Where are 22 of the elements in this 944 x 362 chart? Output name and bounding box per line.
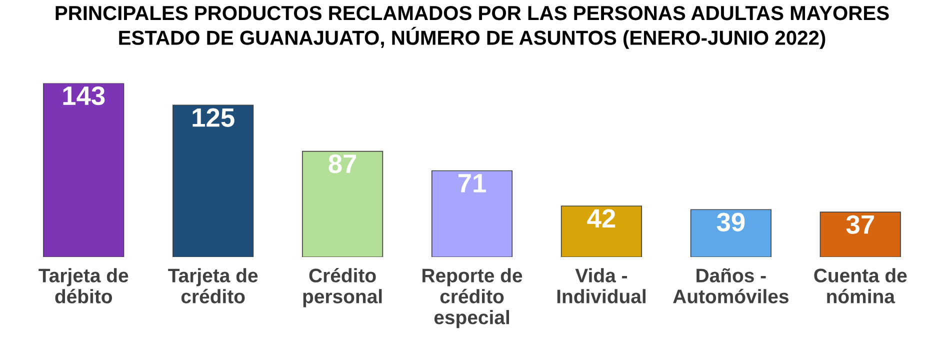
bar <box>43 83 124 258</box>
data-label: 87 <box>328 154 356 174</box>
data-label: 37 <box>846 215 874 234</box>
chart-title: PRINCIPALES PRODUCTOS RECLAMADOS POR LAS PERSONAS ADULTAS MAYORES ESTADO DE GUANAJUATO, NÚMERO DE ASUNTOS (ENERO-JUNIO 2022) <box>56 6 889 49</box>
bar <box>172 104 254 258</box>
x-tick-label: Reporte de crédito especial <box>422 268 522 328</box>
bar <box>431 170 513 258</box>
x-tick-label: Cuenta de nómina <box>814 268 907 304</box>
x-tick-label: Tarjeta de crédito <box>168 268 258 304</box>
bar <box>820 212 901 258</box>
data-label: 71 <box>458 174 486 192</box>
x-tick-label: Daños - Automóviles <box>673 268 788 304</box>
bar <box>690 209 772 258</box>
bar <box>302 150 384 258</box>
x-tick-label: Vida - Individual <box>557 268 646 304</box>
data-label: 39 <box>716 212 745 232</box>
data-label: 42 <box>587 209 616 228</box>
x-tick-label: Crédito personal <box>303 268 382 308</box>
x-tick-label: Tarjeta de débito <box>38 268 128 304</box>
data-label: 125 <box>192 108 234 127</box>
bar <box>560 206 642 258</box>
data-label: 143 <box>63 86 105 106</box>
